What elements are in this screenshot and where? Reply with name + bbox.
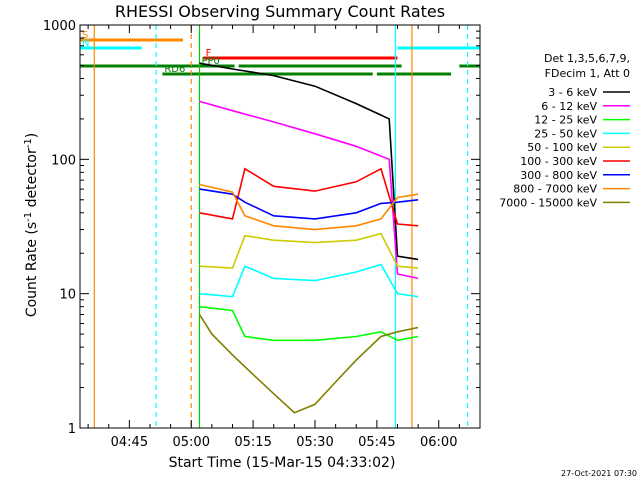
x-axis: 04:45 05:00 05:15 05:30 05:45 06:00: [87, 25, 481, 450]
legend-label-6-12-kev: 6 - 12 keV: [541, 100, 597, 113]
x-tick-label-05-15: 05:15: [234, 435, 271, 450]
series-line-7000-15000-kev: [198, 314, 419, 414]
x-tick-label-06-00: 06:00: [420, 435, 457, 450]
legend-label-25-50-kev: 25 - 50 keV: [534, 127, 597, 140]
legend-label-100-300-kev: 100 - 300 keV: [520, 155, 597, 168]
flag-label-pp0: PP0: [201, 56, 219, 67]
series-line-800-7000-kev: [199, 183, 419, 231]
series-line-100-300-kev: [199, 167, 419, 227]
legend-label-12-25-kev: 12 - 25 keV: [534, 114, 597, 127]
legend-label-7000-15000-kev: 7000 - 15000 keV: [499, 196, 597, 209]
series-line-6-12-kev: [199, 100, 419, 280]
y-tick-label-1000: 1000: [43, 19, 76, 34]
y-tick-label-1: 1: [68, 422, 76, 437]
observing-flag-bars: [80, 38, 480, 76]
series-lines: [198, 62, 419, 414]
legend-header-line2: FDecim 1, Att 0: [545, 67, 630, 80]
series-line-300-800-kev: [199, 188, 419, 220]
y-tick-label-10: 10: [59, 288, 76, 303]
chart-title: RHESSI Observing Summary Count Rates: [115, 2, 445, 21]
timestamp: 27-Oct-2021 07:30: [561, 469, 637, 478]
y-axis: 1 10 100 1000: [43, 19, 480, 437]
series-line-50-100-kev: [199, 232, 419, 269]
y-axis-label: Count Rate (s-1 detector-1): [23, 133, 40, 317]
series-line-12-25-kev: [199, 305, 419, 342]
legend-label-3-6-kev: 3 - 6 keV: [548, 86, 597, 99]
x-axis-label: Start Time (15-Mar-15 04:33:02): [169, 455, 396, 471]
x-tick-label-05-00: 05:00: [173, 435, 210, 450]
series-line-25-50-kev: [199, 263, 419, 298]
flag-label-rd6: RD6: [164, 64, 185, 75]
plot-frame: [79, 24, 481, 429]
y-tick-label-100: 100: [51, 153, 76, 168]
legend-label-300-800-kev: 300 - 800 keV: [520, 169, 597, 182]
flag-label-s: S: [82, 30, 88, 41]
series-line-3-6-kev: [199, 62, 419, 261]
flag-label-f: F: [206, 48, 212, 59]
x-tick-label-05-30: 05:30: [296, 435, 333, 450]
legend-header-line1: Det 1,3,5,6,7,9,: [544, 52, 630, 65]
legend-label-800-7000-kev: 800 - 7000 keV: [513, 183, 597, 196]
x-tick-label-04-45: 04:45: [111, 435, 148, 450]
x-tick-label-05-45: 05:45: [358, 435, 395, 450]
legend-label-50-100-kev: 50 - 100 keV: [527, 141, 597, 154]
flag-label-n: N: [82, 38, 89, 49]
vertical-markers: [93, 25, 469, 428]
legend: Det 1,3,5,6,7,9, FDecim 1, Att 0 3 - 6 k…: [499, 52, 630, 209]
